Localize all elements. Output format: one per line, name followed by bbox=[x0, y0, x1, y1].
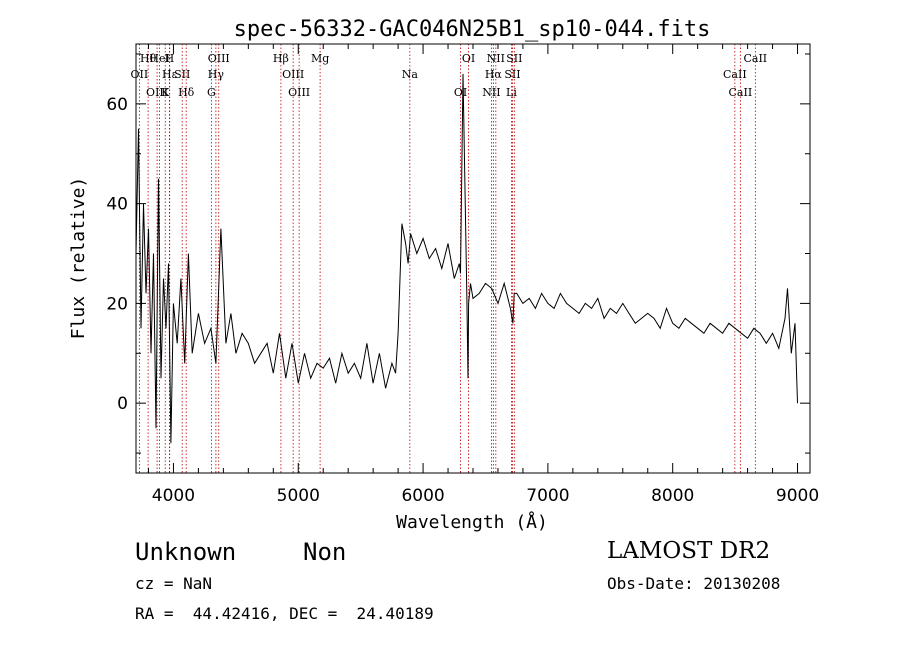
spectral-line-markers bbox=[138, 44, 756, 473]
spectral-line-label: NII bbox=[487, 52, 505, 65]
x-tick-label: 6000 bbox=[401, 486, 444, 506]
y-tick-label: 60 bbox=[106, 95, 128, 115]
x-tick-label: 5000 bbox=[277, 486, 320, 506]
spectral-line-label: CaII bbox=[723, 68, 747, 81]
spectral-line-label: Li bbox=[506, 86, 517, 99]
spectral-line-label: OI bbox=[462, 52, 475, 65]
spectral-line-label: CaII bbox=[743, 52, 767, 65]
spectral-line-label: OIII bbox=[288, 86, 310, 99]
x-axis-label: Wavelength (Å) bbox=[396, 511, 548, 533]
y-axis-label: Flux (relative) bbox=[68, 177, 89, 340]
spectral-line-label: OIII bbox=[282, 68, 304, 81]
x-tick-label: 9000 bbox=[776, 486, 819, 506]
spectral-line-label: H bbox=[165, 52, 175, 65]
spectral-line-label: OI bbox=[454, 86, 467, 99]
y-tick-label: 20 bbox=[106, 294, 128, 314]
y-tick-label: 0 bbox=[117, 394, 128, 414]
spectral-line-labels: Hθ OII OIII HeI Hε K H SII Hδ OIII Hγ G Hβ OIII OIII Mg… bbox=[131, 52, 768, 99]
coordinates: RA = 44.42416, DEC = 24.40189 bbox=[135, 604, 434, 623]
x-tick-label: 4000 bbox=[152, 486, 195, 506]
object-subclass: Non bbox=[303, 538, 347, 566]
plot-frame bbox=[135, 43, 811, 474]
spectral-line-label: Hα bbox=[485, 68, 503, 81]
spectral-line-label: SII bbox=[506, 52, 522, 65]
spectral-line-label: G bbox=[207, 86, 216, 99]
spectral-line-label: OIII bbox=[208, 52, 230, 65]
redshift-value: cz = NaN bbox=[135, 574, 213, 593]
spectral-line-label: CaII bbox=[729, 86, 753, 99]
spectral-line-label: Na bbox=[402, 68, 419, 81]
spectral-line-label: Hε bbox=[162, 68, 178, 81]
spectral-line-label: HeI bbox=[149, 52, 169, 65]
spectral-line-label: NII bbox=[482, 86, 500, 99]
spectral-line-label: SII bbox=[504, 68, 520, 81]
y-tick-label: 40 bbox=[106, 195, 128, 215]
object-class: Unknown bbox=[135, 538, 237, 566]
observation-date: Obs-Date: 20130208 bbox=[607, 574, 781, 593]
x-tick-label: 8000 bbox=[651, 486, 694, 506]
spectral-line-label: Hγ bbox=[208, 68, 225, 81]
spectral-line-label: K bbox=[161, 86, 170, 99]
y-axis-ticks: 0 20 40 60 bbox=[106, 53, 810, 454]
x-axis-ticks: 4000 5000 6000 7000 8000 9000 bbox=[147, 44, 819, 506]
spectral-line-label: Hδ bbox=[178, 86, 195, 99]
spectral-line-label: Hθ bbox=[140, 52, 157, 65]
spectral-line-label: Mg bbox=[311, 52, 329, 65]
x-tick-label: 7000 bbox=[526, 486, 569, 506]
spectral-line-label: SII bbox=[174, 68, 190, 81]
chart-title: spec-56332-GAC046N25B1_sp10-044.fits bbox=[234, 17, 711, 42]
spectrum-series-line bbox=[135, 73, 798, 444]
spectral-line-label: Hβ bbox=[273, 52, 289, 65]
spectral-line-label: OII bbox=[131, 68, 149, 81]
spectral-line-label: OIII bbox=[146, 86, 168, 99]
survey-name: LAMOST DR2 bbox=[607, 538, 771, 564]
